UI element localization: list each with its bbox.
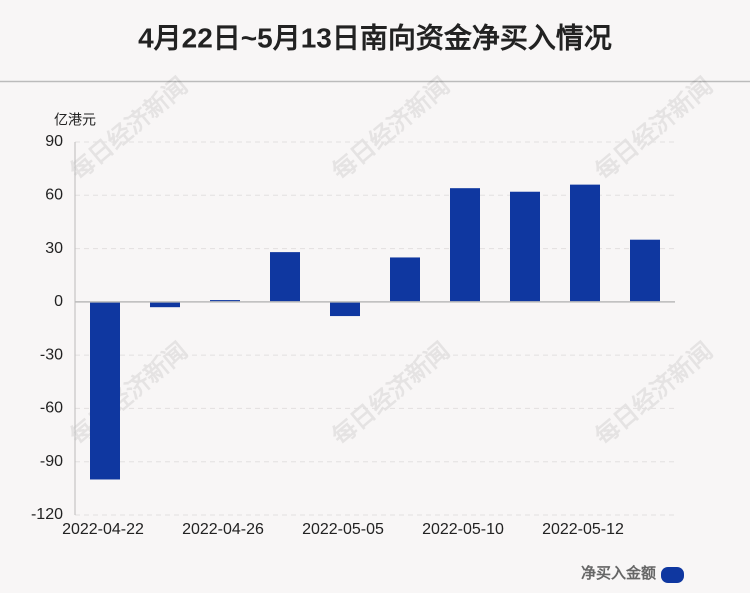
y-tick-label: -120 xyxy=(31,506,63,523)
x-tick-label: 2022-05-10 xyxy=(422,521,504,538)
y-tick-label: 60 xyxy=(45,187,63,204)
y-tick-label: 90 xyxy=(45,133,63,150)
legend-swatch xyxy=(661,567,684,583)
bar xyxy=(330,301,360,317)
bar xyxy=(270,252,300,302)
bar xyxy=(90,301,120,480)
y-tick-label: -60 xyxy=(40,400,63,417)
y-unit: 亿港元 xyxy=(54,112,96,128)
bar xyxy=(570,184,600,302)
y-tick-label: 0 xyxy=(54,293,63,310)
bar xyxy=(150,301,180,308)
chart-title: 4月22日~5月13日南向资金净买入情况 xyxy=(138,21,612,53)
y-tick-label: -90 xyxy=(40,453,63,470)
bar xyxy=(630,239,660,302)
bar xyxy=(450,188,480,302)
bar xyxy=(390,257,420,302)
x-tick-label: 2022-05-05 xyxy=(302,521,384,538)
x-tick-label: 2022-04-26 xyxy=(182,521,264,538)
legend-label: 净买入金额 xyxy=(581,564,656,582)
y-tick-label: -30 xyxy=(40,346,63,363)
bar xyxy=(210,300,240,302)
y-tick-label: 30 xyxy=(45,240,63,257)
bar xyxy=(510,191,540,302)
x-tick-label: 2022-04-22 xyxy=(62,521,144,538)
x-tick-label: 2022-05-12 xyxy=(542,521,624,538)
